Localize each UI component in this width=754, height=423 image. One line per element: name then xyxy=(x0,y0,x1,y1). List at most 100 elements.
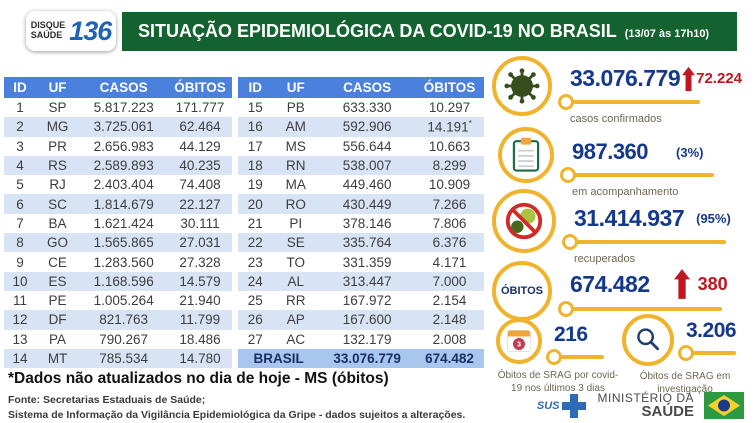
up-arrow-icon xyxy=(682,66,696,92)
cell-obitos: 10.663 xyxy=(428,138,471,154)
cell-uf: CE xyxy=(48,254,67,270)
table-row: 6 SC 1.814.679 22.127 xyxy=(4,194,232,214)
monitoring-percent: (3%) xyxy=(676,144,704,160)
cell-casos: 1.168.596 xyxy=(93,273,154,289)
cell-casos: 1.283.560 xyxy=(93,254,154,270)
sus-label: SUS xyxy=(536,399,560,412)
cell-uf: PA xyxy=(49,331,67,347)
cell-obitos: 171.777 xyxy=(175,100,225,116)
cell-id: 6 xyxy=(16,196,24,212)
table-row: 14 MT 785.534 14.780 xyxy=(4,348,232,369)
table-row: 9 CE 1.283.560 27.328 xyxy=(4,252,232,271)
stats-panel: 33.076.779 72.224 casos confirmados xyxy=(486,0,754,423)
cell-obitos: 44.129 xyxy=(179,138,221,154)
cell-id: 13 xyxy=(12,331,28,347)
cell-obitos: 2.008 xyxy=(432,331,467,347)
cell-casos: 449.460 xyxy=(342,177,392,193)
calendar-badge: 3 xyxy=(517,340,521,349)
cell-obitos: 7.806 xyxy=(432,215,467,231)
cell-uf: RN xyxy=(286,158,306,174)
obitos-circle-label: ÓBITOS xyxy=(501,285,543,297)
cell-uf: RR xyxy=(286,293,306,309)
table-row: 10 ES 1.168.596 14.579 xyxy=(4,271,232,291)
table-row: 21 PI 378.146 7.806 xyxy=(238,214,484,233)
cell-uf: PR xyxy=(48,138,67,154)
srag-recent-value: 216 xyxy=(554,323,588,346)
badge-text: DISQUE SAÚDE xyxy=(30,20,66,40)
up-arrow-icon xyxy=(673,269,690,299)
cell-uf: AP xyxy=(286,312,305,328)
srag-recent-label: Óbitos de SRAG por covid-19 nos últimos … xyxy=(497,370,619,394)
cell-id: 5 xyxy=(16,177,24,193)
table-row: 18 RN 538.007 8.299 xyxy=(238,155,484,176)
table-row: 27 AC 132.179 2.008 xyxy=(238,330,484,349)
confirmed-value: 33.076.779 xyxy=(570,65,681,91)
table-row: 24 AL 313.447 7.000 xyxy=(238,271,484,291)
cell-obitos: 7.266 xyxy=(432,196,467,212)
cell-id: 11 xyxy=(12,293,27,309)
monitoring-label: em acompanhamento xyxy=(572,186,679,198)
table-row: 7 BA 1.621.424 30.111 xyxy=(4,214,232,233)
cell-casos: 790.267 xyxy=(99,331,149,347)
cell-casos: 821.763 xyxy=(99,312,149,328)
cell-uf: DF xyxy=(48,312,67,328)
cell-uf: ES xyxy=(48,273,67,289)
table-row: 11 PE 1.005.264 21.940 xyxy=(4,291,232,310)
cell-id: 19 xyxy=(247,177,263,193)
deaths-value: 674.482 xyxy=(570,270,650,297)
cell-obitos: 30.111 xyxy=(180,215,220,231)
accent-underline xyxy=(558,94,742,110)
total-label: BRASIL xyxy=(253,351,304,366)
cell-uf: TO xyxy=(286,254,306,270)
accent-underline xyxy=(546,349,604,365)
cell-id: 7 xyxy=(16,215,24,231)
table-header: ID UF CASOS ÓBITOS xyxy=(4,77,232,98)
col-header-id: ID xyxy=(248,80,262,95)
cell-id: 20 xyxy=(247,196,263,212)
cell-casos: 1.621.424 xyxy=(93,215,154,231)
confirmed-delta: 72.224 xyxy=(696,70,743,87)
total-casos: 33.076.779 xyxy=(333,351,401,366)
cell-casos: 633.330 xyxy=(342,100,392,116)
cell-id: 27 xyxy=(247,331,263,347)
table-row: 5 RJ 2.403.404 74.408 xyxy=(4,175,232,194)
cell-uf: RS xyxy=(48,158,67,174)
stat-srag-investigation: 3.206 Óbitos de SRAG em investigação xyxy=(622,314,748,396)
recovered-label: recuperados xyxy=(574,253,636,265)
cell-casos: 1.005.264 xyxy=(93,293,154,309)
total-obitos: 674.482 xyxy=(425,351,474,366)
data-footnote: *Dados não atualizados no dia de hoje - … xyxy=(8,370,389,387)
source-text: Fonte: Secretarias Estaduais de Saúde; S… xyxy=(8,393,465,422)
cell-obitos: 6.376 xyxy=(432,235,467,251)
cell-uf: MT xyxy=(47,351,68,366)
table-row: 22 SE 335.764 6.376 xyxy=(238,233,484,253)
badge-number: 136 xyxy=(69,15,112,46)
srag-invest-value: 3.206 xyxy=(686,319,737,342)
table-row: 17 MS 556.644 10.663 xyxy=(238,137,484,156)
table-row: 20 RO 430.449 7.266 xyxy=(238,194,484,214)
virus-icon xyxy=(492,56,552,116)
clipboard-icon xyxy=(498,127,554,183)
table-header: ID UF CASOS ÓBITOS xyxy=(238,77,484,98)
table-row: 25 RR 167.972 2.154 xyxy=(238,291,484,310)
accent-underline xyxy=(678,345,736,361)
cell-id: 16 xyxy=(247,119,263,135)
cell-obitos: 4.171 xyxy=(432,254,467,270)
cell-obitos: 10.297 xyxy=(428,100,471,116)
col-header-id: ID xyxy=(13,80,27,95)
cell-casos: 132.179 xyxy=(342,331,392,347)
cell-obitos: 2.148 xyxy=(432,312,467,328)
cell-id: 4 xyxy=(16,158,24,174)
accent-underline xyxy=(558,301,728,317)
cell-casos: 1.565.865 xyxy=(93,235,154,251)
source-line-2: Sistema de Informação da Vigilância Epid… xyxy=(8,408,466,421)
cell-uf: BA xyxy=(48,215,67,231)
table-row: 23 TO 331.359 4.171 xyxy=(238,252,484,271)
cell-casos: 378.146 xyxy=(342,215,392,231)
page-title: SITUAÇÃO EPIDEMIOLÓGICA DA COVID-19 NO B… xyxy=(138,21,617,41)
cell-uf: SP xyxy=(48,100,67,116)
cell-casos: 430.449 xyxy=(342,196,392,212)
cell-obitos: 2.154 xyxy=(432,293,467,309)
cell-casos: 2.589.893 xyxy=(93,158,154,174)
table-row: 2 MG 3.725.061 62.464 xyxy=(4,117,232,137)
